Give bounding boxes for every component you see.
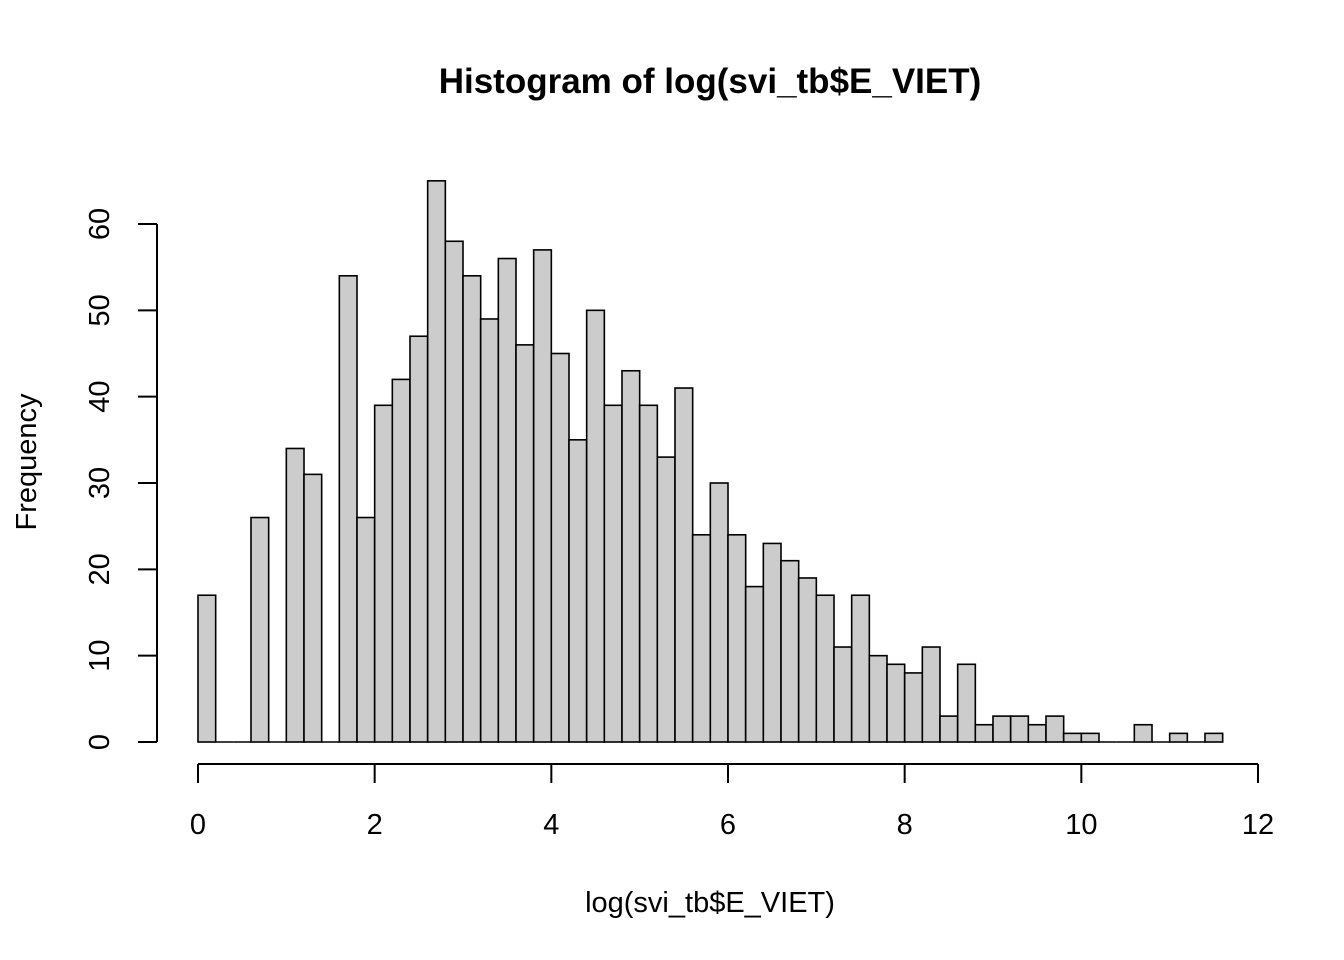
histogram-bar bbox=[1204, 732, 1224, 743]
histogram-bar bbox=[532, 249, 553, 743]
histogram-bar bbox=[409, 335, 429, 743]
y-tick-label: 40 bbox=[84, 381, 116, 413]
histogram-bar bbox=[709, 482, 729, 743]
histogram-bar bbox=[550, 352, 570, 743]
histogram-bar bbox=[903, 672, 924, 743]
x-tick-label: 8 bbox=[897, 809, 913, 841]
histogram-bar bbox=[1027, 723, 1047, 743]
histogram-bar bbox=[921, 646, 941, 743]
histogram-bar bbox=[585, 309, 606, 743]
histogram-bar bbox=[797, 577, 818, 743]
histogram-bar bbox=[1133, 723, 1153, 743]
histogram-bar bbox=[656, 456, 676, 743]
histogram-bar bbox=[1168, 732, 1189, 743]
histogram-bar bbox=[850, 594, 871, 743]
histogram-bar bbox=[497, 257, 517, 743]
histogram-bar bbox=[621, 369, 641, 743]
histogram-bar bbox=[568, 439, 588, 743]
x-tick-label: 12 bbox=[1242, 809, 1274, 841]
histogram-bar bbox=[833, 646, 853, 743]
x-tick-label: 6 bbox=[720, 809, 736, 841]
histogram-bar bbox=[727, 533, 747, 743]
x-tick-label: 2 bbox=[367, 809, 383, 841]
chart-title: Histogram of log(svi_tb$E_VIET) bbox=[439, 62, 982, 101]
histogram-bar bbox=[515, 344, 535, 743]
histogram-bar bbox=[674, 387, 694, 743]
histogram-bar bbox=[462, 274, 482, 743]
y-tick-label: 10 bbox=[84, 640, 116, 672]
histogram-bar bbox=[691, 533, 712, 743]
histogram-bar bbox=[956, 663, 977, 743]
histogram-bar bbox=[356, 516, 376, 743]
y-tick-label: 50 bbox=[84, 294, 116, 326]
histogram-bar bbox=[479, 318, 500, 743]
bars-group bbox=[197, 180, 1224, 743]
histogram-bar bbox=[780, 559, 800, 743]
x-axis: 0 2 4 6 8 10 12 bbox=[190, 763, 1274, 841]
histogram-bar bbox=[303, 473, 323, 743]
histogram-bar bbox=[250, 516, 270, 743]
y-tick-label: 30 bbox=[84, 467, 116, 499]
histogram-bar bbox=[638, 404, 659, 743]
histogram-bar bbox=[992, 715, 1012, 743]
x-tick-label: 0 bbox=[190, 809, 206, 841]
histogram-bar bbox=[444, 240, 464, 743]
histogram-bar bbox=[939, 715, 959, 743]
histogram-bar bbox=[974, 723, 994, 743]
x-axis-label: log(svi_tb$E_VIET) bbox=[585, 887, 835, 919]
histogram-bar bbox=[762, 542, 782, 743]
x-tick-label: 10 bbox=[1065, 809, 1097, 841]
y-axis-label: Frequency bbox=[11, 393, 43, 531]
histogram-bar bbox=[603, 404, 623, 743]
histogram-bar bbox=[338, 274, 358, 743]
x-tick-label: 4 bbox=[543, 809, 559, 841]
histogram-bar bbox=[886, 663, 906, 743]
histogram-bar bbox=[391, 378, 411, 743]
y-tick-label: 20 bbox=[84, 553, 116, 585]
y-tick-label: 60 bbox=[84, 208, 116, 240]
y-tick-label: 0 bbox=[84, 734, 116, 750]
histogram-bar bbox=[373, 404, 394, 743]
histogram-bar bbox=[744, 585, 765, 743]
histogram-bar bbox=[1045, 715, 1065, 743]
histogram-bar bbox=[1009, 715, 1030, 743]
histogram-bar bbox=[868, 654, 888, 743]
histogram-bar bbox=[426, 180, 447, 743]
histogram-bar bbox=[285, 447, 305, 743]
y-axis: 0 10 20 30 40 50 60 bbox=[84, 208, 158, 750]
histogram-bar bbox=[1080, 732, 1100, 743]
histogram-bar bbox=[197, 594, 217, 743]
histogram-bar bbox=[1062, 732, 1083, 743]
histogram-bar bbox=[815, 594, 835, 743]
